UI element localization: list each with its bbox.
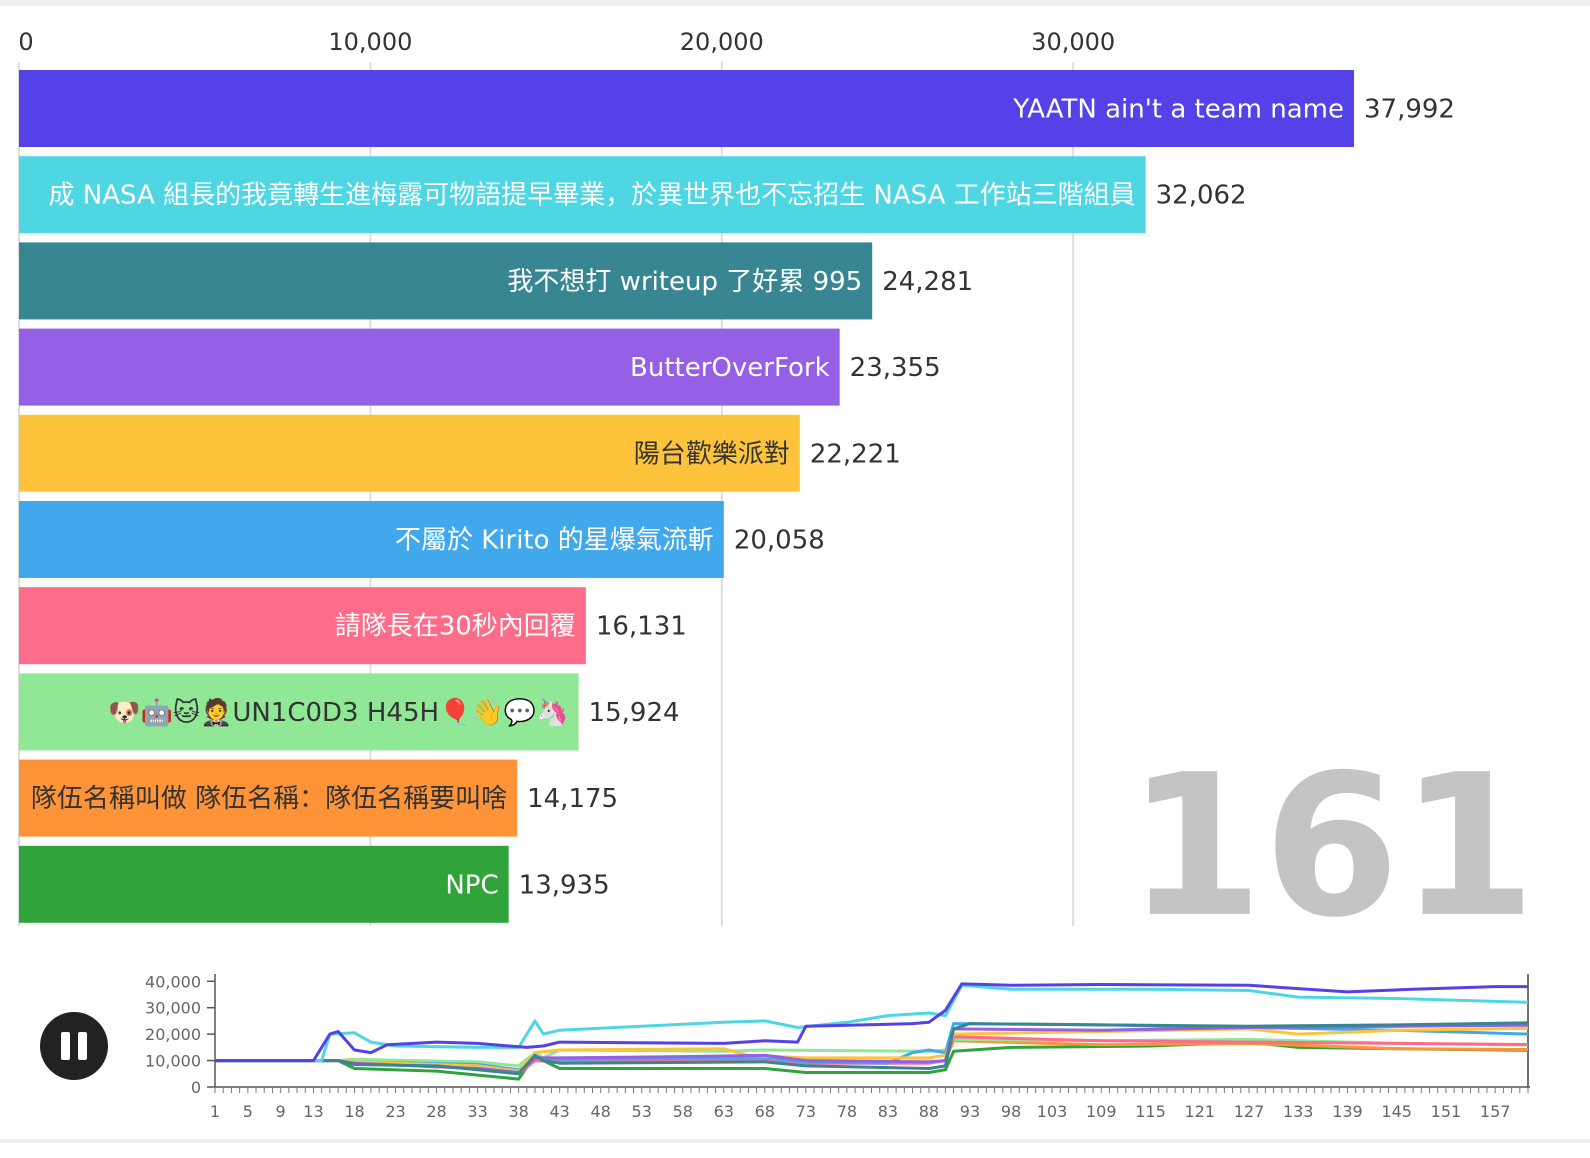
bar bbox=[19, 673, 579, 751]
timeline-x-tick-label: 73 bbox=[796, 1102, 816, 1121]
timeline-x-tick-label: 23 bbox=[385, 1102, 405, 1121]
timeline-x-tick-label: 109 bbox=[1086, 1102, 1117, 1121]
timeline-x-tick-label: 33 bbox=[467, 1102, 487, 1121]
timeline-series-line bbox=[215, 1021, 1529, 1076]
bar-row: 不屬於 Kirito 的星爆氣流斬 20,058 bbox=[19, 501, 825, 578]
bar-value-label: 23,355 bbox=[850, 353, 941, 383]
timeline-x-tick-label: 9 bbox=[276, 1102, 286, 1121]
timeline-x-tick-label: 43 bbox=[549, 1102, 569, 1121]
timeline-mini-chart[interactable]: 0 10,000 20,000 30,000 40,000 1 5 9 13 18 23 28 33 38… bbox=[145, 972, 1530, 1121]
bar-value-label: 15,924 bbox=[589, 698, 680, 728]
bar-x-tick-label: 30,000 bbox=[1031, 28, 1115, 56]
bar-name-label: 我不想打 writeup 了好累 995 bbox=[507, 267, 862, 297]
timeline-x-tick-label: 38 bbox=[508, 1102, 528, 1121]
bar bbox=[19, 759, 518, 837]
bar-row: NPC 13,935 bbox=[19, 845, 610, 923]
bar bbox=[19, 242, 873, 320]
bar-row: 陽台歡樂派對 22,221 bbox=[19, 414, 901, 492]
bar-value-label: 20,058 bbox=[734, 526, 825, 556]
bar-name-label: 🐶🤖🐱🤵UN1C0D3 H45H🎈👋💬🦄 bbox=[108, 696, 568, 728]
bar bbox=[19, 156, 1146, 234]
timeline-x-tick-label: 121 bbox=[1184, 1102, 1215, 1121]
pause-button[interactable] bbox=[40, 1012, 108, 1080]
timeline-x-tick-label: 13 bbox=[303, 1102, 323, 1121]
timeline-x-tick-label: 103 bbox=[1037, 1102, 1068, 1121]
bar-value-label: 14,175 bbox=[527, 784, 618, 814]
bar-row: 🐶🤖🐱🤵UN1C0D3 H45H🎈👋💬🦄 15,924 bbox=[19, 673, 680, 751]
bar-row: 請隊長在30秒內回覆 16,131 bbox=[19, 587, 687, 665]
timeline-y-tick-label: 20,000 bbox=[145, 1025, 201, 1044]
top-divider bbox=[0, 0, 1590, 6]
bar-name-label: YAATN ain't a team name bbox=[1012, 95, 1344, 125]
pause-icon-bar-left bbox=[61, 1032, 70, 1060]
timeline-x-tick-label: 78 bbox=[837, 1102, 857, 1121]
timeline-x-tick-label: 98 bbox=[1001, 1102, 1021, 1121]
bar-x-tick-label: 0 bbox=[18, 28, 33, 56]
bar-value-label: 37,992 bbox=[1364, 95, 1455, 125]
bar-value-label: 13,935 bbox=[519, 870, 610, 900]
timeline-series-line bbox=[215, 983, 1529, 1063]
bar bbox=[19, 587, 586, 665]
bar-value-label: 24,281 bbox=[882, 267, 973, 297]
bar-name-label: NPC bbox=[445, 870, 498, 900]
bar-row: 成 NASA 組長的我竟轉生進梅露可物語提早畢業，於異世界也不忘招生 NASA … bbox=[19, 156, 1247, 234]
timeline-x-tick-label: 93 bbox=[960, 1102, 980, 1121]
timeline-y-tick-label: 10,000 bbox=[145, 1052, 201, 1071]
bar-name-label: 隊伍名稱叫做 隊伍名稱：隊伍名稱要叫啥 bbox=[31, 784, 507, 814]
timeline-x-tick-label: 28 bbox=[426, 1102, 446, 1121]
timeline-x-tick-label: 5 bbox=[243, 1102, 253, 1121]
bar-value-label: 16,131 bbox=[596, 612, 687, 642]
bar-chart-bars: YAATN ain't a team name 37,992 成 NASA 組長的我… bbox=[19, 70, 1455, 923]
timeline-x-tick-label: 58 bbox=[673, 1102, 693, 1121]
timeline-x-tick-label: 48 bbox=[591, 1102, 611, 1121]
timeline-series-line bbox=[215, 982, 1528, 1063]
frame-counter: 161 bbox=[1127, 733, 1536, 961]
bar-x-tick-label: 10,000 bbox=[328, 28, 412, 56]
timeline-x-tick-label: 68 bbox=[755, 1102, 775, 1121]
timeline-x-tick-label: 151 bbox=[1431, 1102, 1462, 1121]
timeline-axes: 0 10,000 20,000 30,000 40,000 1 5 9 13 18 23 28 33 38… bbox=[145, 972, 1530, 1121]
bar bbox=[19, 328, 840, 406]
bar-row: ButterOverFork 23,355 bbox=[19, 328, 941, 406]
timeline-x-tick-label: 1 bbox=[210, 1102, 220, 1121]
timeline-y-tick-label: 0 bbox=[191, 1078, 201, 1097]
bar-x-tick-label: 20,000 bbox=[680, 28, 764, 56]
bar-row: 我不想打 writeup 了好累 995 24,281 bbox=[19, 242, 973, 320]
timeline-series bbox=[215, 982, 1529, 1081]
timeline-x-tick-label: 53 bbox=[632, 1102, 652, 1121]
bar bbox=[19, 501, 724, 578]
timeline-x-tick-label: 139 bbox=[1332, 1102, 1363, 1121]
bar-name-label: 陽台歡樂派對 bbox=[634, 439, 790, 469]
bar-name-label: ButterOverFork bbox=[630, 353, 830, 383]
timeline-x-tick-label: 133 bbox=[1283, 1102, 1314, 1121]
bottom-divider bbox=[0, 1139, 1590, 1143]
timeline-x-tick-label: 18 bbox=[344, 1102, 364, 1121]
bar-row: 隊伍名稱叫做 隊伍名稱：隊伍名稱要叫啥 14,175 bbox=[19, 759, 618, 837]
timeline-x-tick-label: 115 bbox=[1135, 1102, 1166, 1121]
bar-value-label: 32,062 bbox=[1156, 181, 1247, 211]
bar bbox=[19, 845, 509, 923]
timeline-x-tick-label: 127 bbox=[1234, 1102, 1265, 1121]
timeline-x-tick-label: 88 bbox=[919, 1102, 939, 1121]
bar-chart-x-axis: 0 10,000 20,000 30,000 bbox=[18, 28, 1115, 56]
timeline-x-tick-label: 83 bbox=[878, 1102, 898, 1121]
bar-name-label: 不屬於 Kirito 的星爆氣流斬 bbox=[395, 526, 714, 556]
bar-value-label: 22,221 bbox=[810, 439, 901, 469]
bar-row: YAATN ain't a team name 37,992 bbox=[19, 70, 1455, 147]
timeline-y-tick-label: 30,000 bbox=[145, 999, 201, 1018]
timeline-y-tick-label: 40,000 bbox=[145, 972, 201, 991]
timeline-x-tick-label: 145 bbox=[1381, 1102, 1412, 1121]
bar-name-label: 成 NASA 組長的我竟轉生進梅露可物語提早畢業，於異世界也不忘招生 NASA … bbox=[49, 181, 1136, 211]
bar bbox=[19, 414, 800, 492]
pause-icon-bar-right bbox=[78, 1032, 87, 1060]
bar bbox=[19, 70, 1354, 147]
timeline-x-tick-label: 157 bbox=[1480, 1102, 1511, 1121]
timeline-x-tick-label: 63 bbox=[714, 1102, 734, 1121]
bar-name-label: 請隊長在30秒內回覆 bbox=[335, 612, 576, 642]
